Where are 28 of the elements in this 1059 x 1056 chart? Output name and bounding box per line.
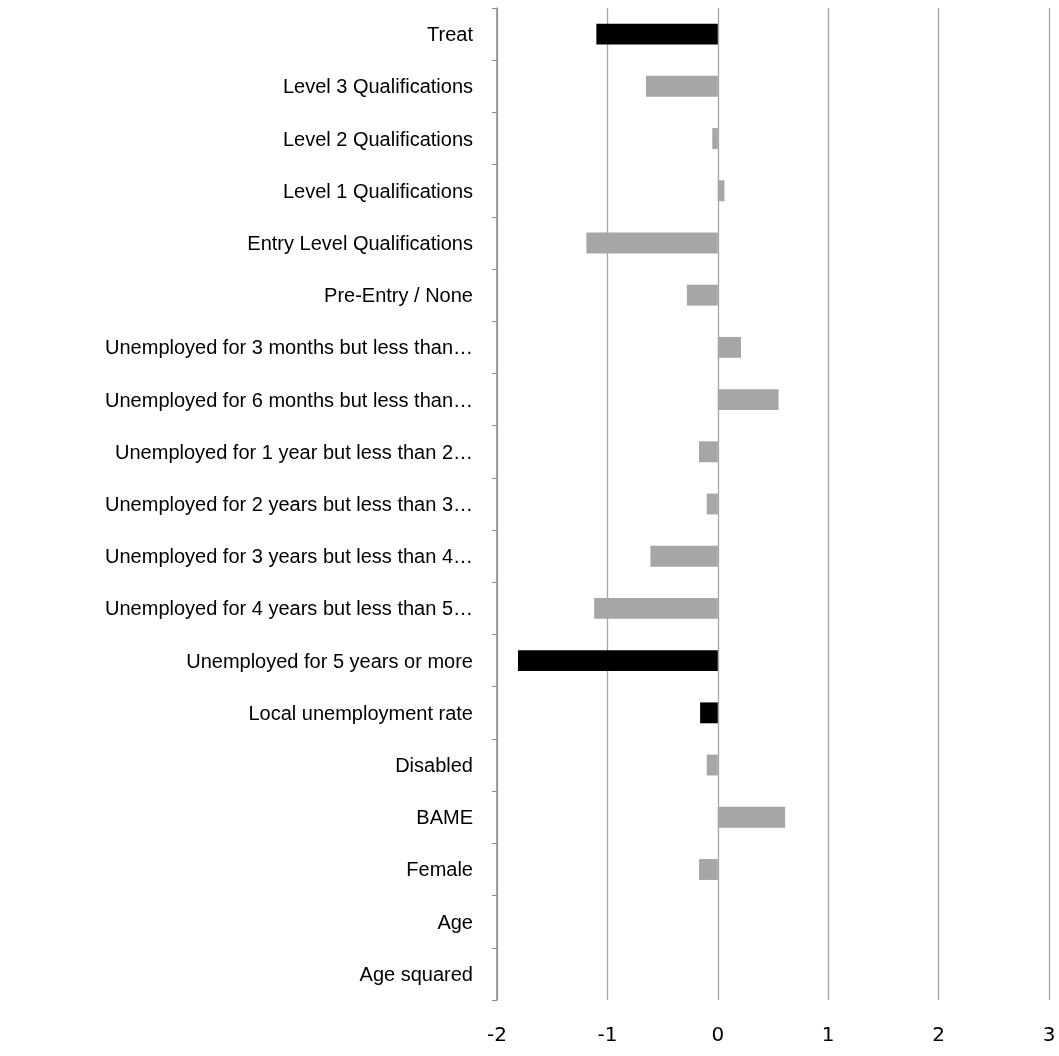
y-tick-label: Unemployed for 3 years but less than 4… (105, 545, 473, 568)
x-tick-label: 2 (932, 1022, 945, 1046)
y-tick-label: Treat (427, 23, 474, 46)
y-tick-label: Level 2 Qualifications (282, 127, 473, 150)
y-tick-label: Unemployed for 3 months but less than… (105, 336, 473, 359)
y-tick-label: Age (437, 910, 473, 933)
y-tick-label: BAME (416, 806, 473, 829)
y-tick-label: Unemployed for 4 years but less than 5… (105, 597, 473, 620)
y-tick-label: Disabled (395, 754, 473, 777)
y-tick-label: Female (406, 858, 473, 881)
x-tick-label: 1 (821, 1022, 835, 1046)
y-tick-label: Local unemployment rate (248, 701, 473, 724)
y-tick-label: Level 3 Qualifications (282, 75, 473, 98)
bar (517, 650, 718, 672)
x-tick-label: -2 (487, 1022, 507, 1046)
y-tick-label: Unemployed for 2 years but less than 3… (105, 493, 473, 515)
x-tick-label: -1 (597, 1022, 618, 1046)
y-tick-label: Unemployed for 1 year but less than 2… (115, 440, 473, 463)
y-tick-label: Level 1 Qualifications (282, 179, 473, 202)
x-tick-label: 3 (1042, 1022, 1056, 1046)
bar (596, 23, 718, 45)
x-tick-label: 0 (711, 1022, 725, 1046)
y-tick-label: Unemployed for 6 months but less than… (105, 388, 473, 411)
bar (700, 702, 718, 724)
y-tick-label: Age squared (359, 962, 473, 985)
y-tick-label: Entry Level Qualifications (247, 231, 473, 254)
y-tick-label: Pre-Entry / None (324, 284, 473, 307)
y-tick-label: Unemployed for 5 years or more (186, 649, 473, 672)
